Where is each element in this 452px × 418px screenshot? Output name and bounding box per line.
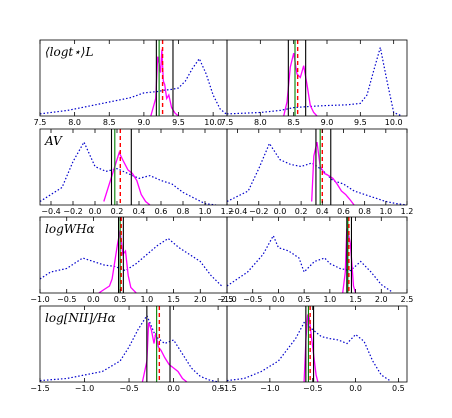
- x-tick-label: 9.5: [354, 118, 367, 127]
- x-tick-label: 1.0: [140, 295, 153, 304]
- x-tick-label: 2.5: [221, 295, 234, 304]
- x-tick-label: 0.5: [392, 384, 405, 393]
- x-tick-label: 1.5: [167, 295, 180, 304]
- x-tick-label: 7.5: [34, 118, 47, 127]
- x-tick-label: 0.2: [111, 207, 124, 216]
- plot-area: [40, 129, 217, 205]
- series-dotted-blue: [227, 321, 391, 382]
- panel-label: logWHα: [45, 222, 95, 236]
- panel-frame: [39, 128, 228, 206]
- panel-5: −1.0 −0.5 0.0 0.5 1.0 1.5 2.0 2.5 logWHα: [30, 216, 234, 304]
- x-tick-label: 1.5: [349, 295, 362, 304]
- series-solid-magenta: [103, 150, 151, 205]
- x-tick-label: 0.0: [167, 384, 180, 393]
- series-dotted-blue: [227, 234, 392, 293]
- panel-7: −1.5 −1.0 −0.5 0.0 0.5 log[NII]/Hα: [30, 305, 228, 393]
- plot-area: [40, 217, 223, 293]
- x-tick-label: −1.5: [30, 384, 49, 393]
- x-tick-label: −1.5: [217, 384, 236, 393]
- x-tick-label: −0.5: [57, 295, 76, 304]
- x-tick-label: 2.0: [194, 295, 207, 304]
- x-tick-label: 0.2: [295, 207, 308, 216]
- x-tick-label: −1.0: [75, 384, 94, 393]
- series-dotted-blue: [40, 140, 217, 205]
- panel-frame: [226, 128, 408, 206]
- panel-1: 7.5 8.0 8.5 9.0 9.5 10.0 ⟨logt⋆⟩L: [34, 39, 228, 127]
- series-dotted-blue: [227, 47, 401, 116]
- series-solid-magenta: [141, 322, 188, 382]
- plot-area: [40, 40, 227, 116]
- panel-8: −1.5 −1.0 −0.5 0.0 0.5: [217, 305, 408, 393]
- x-tick-label: 1.0: [199, 207, 212, 216]
- panel-6: −1.0 −0.5 0.0 0.5 1.0 1.5 2.0 2.5: [217, 216, 414, 304]
- x-tick-label: 7.5: [221, 118, 234, 127]
- x-tick-label: 1.2: [221, 207, 234, 216]
- series-dotted-blue: [227, 142, 407, 205]
- x-tick-label: 8.0: [68, 118, 81, 127]
- x-tick-label: 0.0: [274, 207, 287, 216]
- x-tick-label: 8.5: [103, 118, 116, 127]
- x-tick-label: −0.4: [41, 207, 60, 216]
- plot-area: [227, 306, 391, 382]
- x-tick-label: 0.0: [272, 295, 285, 304]
- x-tick-label: 0.8: [358, 207, 371, 216]
- x-tick-label: −0.2: [249, 207, 268, 216]
- x-tick-label: 0.0: [87, 295, 100, 304]
- x-tick-label: 2.0: [375, 295, 388, 304]
- panel-frame: [226, 39, 408, 117]
- plot-area: [40, 306, 219, 382]
- x-tick-label: 8.5: [287, 118, 300, 127]
- x-tick-label: 2.5: [401, 295, 414, 304]
- x-tick-label: 1.2: [401, 207, 414, 216]
- series-solid-magenta: [283, 52, 318, 116]
- x-tick-label: 0.5: [212, 384, 225, 393]
- panel-3: −0.4 −0.2 0.0 0.2 0.4 0.6 0.8 1.0 1.2 AV: [39, 128, 234, 216]
- x-tick-label: 9.5: [172, 118, 185, 127]
- plot-area: [227, 40, 401, 116]
- plot-area: [227, 129, 407, 205]
- series-dotted-blue: [40, 57, 227, 116]
- series-dotted-blue: [40, 237, 223, 287]
- series-solid-magenta: [303, 313, 319, 382]
- x-tick-label: −0.5: [243, 295, 262, 304]
- x-tick-label: 0.4: [316, 207, 329, 216]
- panel-2: 7.5 8.0 8.5 9.0 9.5 10.0: [221, 39, 408, 127]
- x-tick-label: 1.0: [379, 207, 392, 216]
- plot-area: [227, 217, 392, 293]
- x-tick-label: 10.0: [385, 118, 403, 127]
- panel-frame: [226, 305, 408, 383]
- series-solid-magenta: [150, 49, 179, 116]
- x-tick-label: 1.0: [323, 295, 336, 304]
- x-tick-label: 0.0: [349, 384, 362, 393]
- x-tick-label: 0.5: [114, 295, 127, 304]
- series-solid-magenta: [311, 141, 355, 205]
- panel-4: −0.4 −0.2 0.0 0.2 0.4 0.6 0.8 1.0 1.2: [226, 128, 414, 216]
- x-tick-label: 10.0: [204, 118, 222, 127]
- x-tick-label: 0.8: [177, 207, 190, 216]
- x-tick-label: 0.6: [155, 207, 168, 216]
- x-tick-label: −1.0: [30, 295, 49, 304]
- x-tick-label: −1.0: [260, 384, 279, 393]
- x-tick-label: 9.0: [321, 118, 334, 127]
- x-tick-label: 0.4: [133, 207, 146, 216]
- x-tick-label: −0.4: [228, 207, 247, 216]
- panel-label: log[NII]/Hα: [45, 311, 116, 325]
- panel-frame: [226, 216, 408, 294]
- x-tick-label: 0.6: [337, 207, 350, 216]
- series-dotted-blue: [40, 314, 219, 382]
- x-tick-label: 0.0: [89, 207, 102, 216]
- x-tick-label: −0.5: [119, 384, 138, 393]
- x-tick-label: 8.0: [254, 118, 267, 127]
- x-tick-label: 9.0: [138, 118, 151, 127]
- x-tick-label: −1.0: [217, 295, 236, 304]
- series-solid-magenta: [98, 229, 137, 293]
- panel-label: ⟨logt⋆⟩L: [45, 45, 93, 59]
- x-tick-label: −0.5: [303, 384, 322, 393]
- x-tick-label: 0.5: [298, 295, 311, 304]
- panel-label: AV: [44, 134, 63, 148]
- x-tick-label: −0.2: [63, 207, 82, 216]
